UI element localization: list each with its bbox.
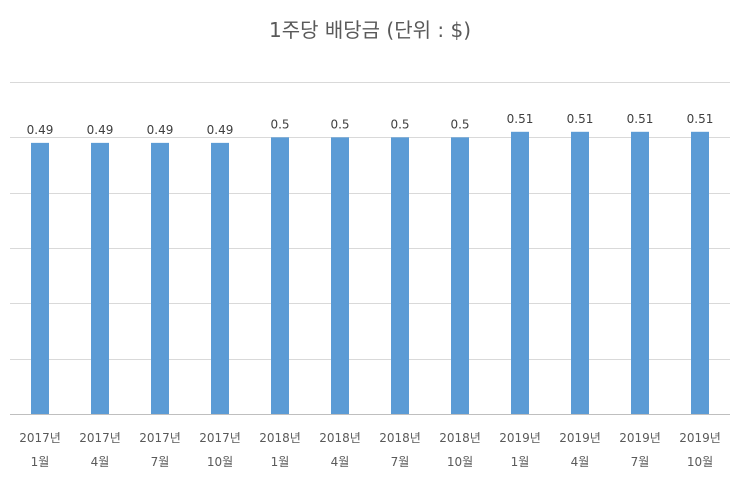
bar <box>631 131 649 415</box>
bars <box>31 131 709 415</box>
x-tick-label-month: 7월 <box>151 455 170 469</box>
bar <box>451 137 469 415</box>
data-label: 0.49 <box>27 123 54 137</box>
bar <box>511 131 529 415</box>
data-labels: 0.49 0.49 0.49 0.49 0.5 0.5 0.5 0.5 0.51 0.51 0.51… <box>27 112 714 137</box>
x-tick-label-year: 2018년 <box>439 431 481 445</box>
x-tick-label-year: 2019년 <box>559 431 601 445</box>
x-tick-label-month: 1월 <box>31 455 50 469</box>
x-tick-label-month: 10월 <box>687 455 713 469</box>
data-label: 0.49 <box>207 123 234 137</box>
x-tick-label-year: 2019년 <box>619 431 661 445</box>
bar <box>91 142 109 414</box>
x-tick-label-month: 7월 <box>631 455 650 469</box>
data-label: 0.5 <box>270 117 289 131</box>
x-tick-label-month: 4월 <box>331 455 350 469</box>
data-label: 0.49 <box>87 123 114 137</box>
x-tick-label-year: 2019년 <box>499 431 541 445</box>
data-label: 0.51 <box>627 112 654 126</box>
bar <box>271 137 289 415</box>
x-tick-label-month: 1월 <box>271 455 290 469</box>
gridlines <box>10 82 730 415</box>
bar <box>211 142 229 414</box>
data-label: 0.51 <box>687 112 714 126</box>
x-tick-label-month: 7월 <box>391 455 410 469</box>
data-label: 0.5 <box>330 117 349 131</box>
x-tick-label-year: 2017년 <box>79 431 121 445</box>
x-tick-label-month: 4월 <box>91 455 110 469</box>
x-tick-label-month: 10월 <box>447 455 473 469</box>
bar <box>571 131 589 415</box>
x-axis-ticks: 2017년 1월 2017년 4월 2017년 7월 2017년 10월 2018년 1월 2018… <box>19 431 721 469</box>
data-label: 0.51 <box>507 112 534 126</box>
x-tick-label-year: 2018년 <box>379 431 421 445</box>
data-label: 0.5 <box>450 117 469 131</box>
x-tick-label-year: 2017년 <box>139 431 181 445</box>
x-tick-label-month: 1월 <box>511 455 530 469</box>
bar <box>151 142 169 414</box>
bar <box>331 137 349 415</box>
x-tick-label-month: 10월 <box>207 455 233 469</box>
chart-title: 1주당 배당금 (단위 : $) <box>268 18 472 42</box>
bar <box>31 142 49 414</box>
data-label: 0.5 <box>390 117 409 131</box>
x-tick-label-year: 2019년 <box>679 431 721 445</box>
x-tick-label-year: 2017년 <box>199 431 241 445</box>
x-tick-label-month: 4월 <box>571 455 590 469</box>
x-tick-label-year: 2017년 <box>19 431 61 445</box>
x-tick-label-year: 2018년 <box>259 431 301 445</box>
data-label: 0.49 <box>147 123 174 137</box>
bar <box>691 131 709 415</box>
data-label: 0.51 <box>567 112 594 126</box>
bar <box>391 137 409 415</box>
x-tick-label-year: 2018년 <box>319 431 361 445</box>
